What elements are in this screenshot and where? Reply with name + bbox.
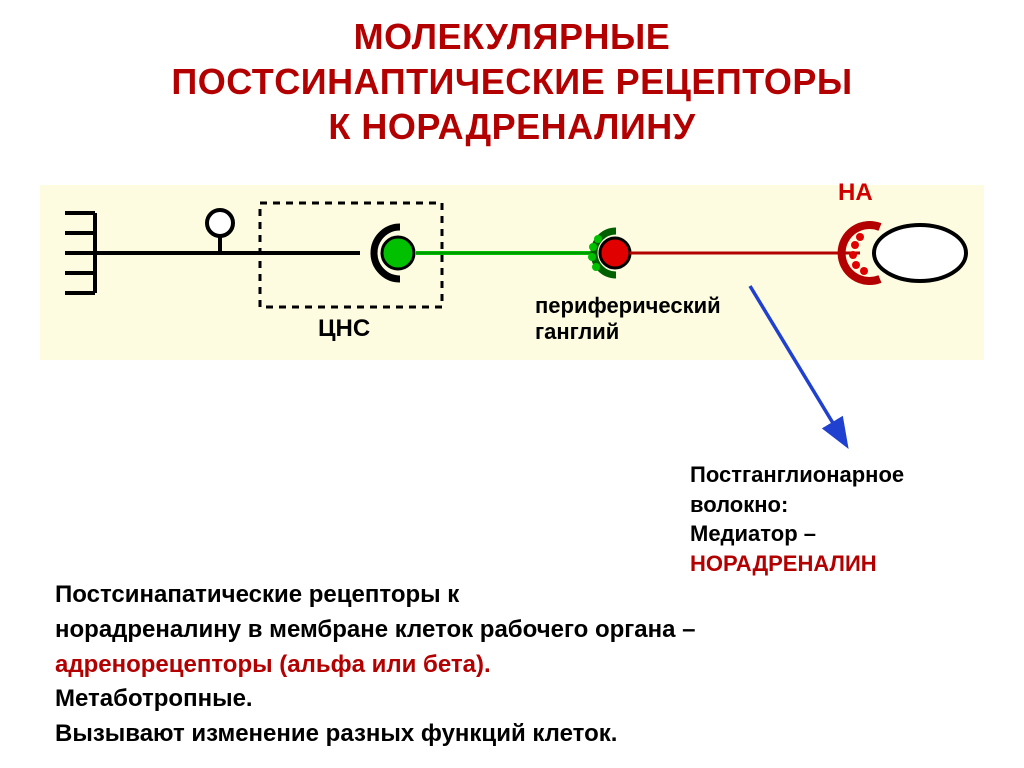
label-ganglion: периферический ганглий xyxy=(535,293,721,346)
annot-l1: Постганглионарное xyxy=(690,460,904,490)
body-l5: Вызывают изменение разных функций клеток… xyxy=(55,717,696,752)
label-na: НА xyxy=(838,179,873,207)
body-l1: Постсинапатические рецепторы к xyxy=(55,578,696,613)
annot-l2: волокно: xyxy=(690,490,904,520)
page-title: МОЛЕКУЛЯРНЫЕ ПОСТСИНАПТИЧЕСКИЕ РЕЦЕПТОРЫ… xyxy=(0,0,1024,149)
body-l3: адренорецепторы (альфа или бета). xyxy=(55,648,696,683)
arrow-icon xyxy=(730,278,880,468)
annot-l4: НОРАДРЕНАЛИН xyxy=(690,549,904,579)
label-ganglion-l1: периферический xyxy=(535,293,721,319)
title-line1: МОЛЕКУЛЯРНЫЕ xyxy=(0,14,1024,59)
body-l2: норадреналину в мембране клеток рабочего… xyxy=(55,613,696,648)
annot-l3: Медиатор – xyxy=(690,519,904,549)
label-cns: ЦНС xyxy=(318,315,370,343)
body-l4: Метаботропные. xyxy=(55,682,696,717)
annotation-block: Постганглионарное волокно: Медиатор – НО… xyxy=(690,460,904,579)
label-ganglion-l2: ганглий xyxy=(535,319,721,345)
title-line2: ПОСТСИНАПТИЧЕСКИЕ РЕЦЕПТОРЫ xyxy=(0,59,1024,104)
body-text: Постсинапатические рецепторы к норадрена… xyxy=(55,578,696,752)
title-line3: К НОРАДРЕНАЛИНУ xyxy=(0,104,1024,149)
